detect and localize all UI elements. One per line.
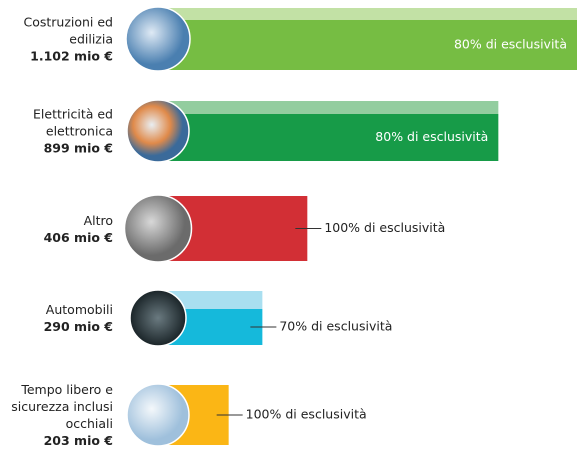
icon — [126, 99, 190, 163]
value-label: 899 mio € — [43, 140, 113, 156]
category-name: Automobili — [45, 302, 113, 317]
value-label: 406 mio € — [43, 229, 113, 245]
value-label: 203 mio € — [43, 433, 113, 448]
category-name: Tempo libero e sicurezza inclusi occhial… — [11, 382, 113, 431]
category-name: Elettricità ed elettronica — [33, 106, 113, 139]
category-name: Costruzioni ed edilizia — [23, 14, 113, 47]
category-label: Elettricità ed elettronica 899 mio € — [0, 106, 113, 157]
bar-highlight — [150, 8, 577, 20]
icon — [123, 194, 193, 263]
category-name: Altro — [83, 212, 113, 228]
icon — [126, 383, 190, 447]
annotation: 80% di esclusività — [454, 37, 567, 52]
annotation: 100% di esclusività — [246, 407, 367, 422]
bar — [150, 20, 577, 70]
bar — [150, 114, 499, 161]
category-label: Tempo libero e sicurezza inclusi occhial… — [0, 381, 113, 449]
value-label: 1.102 mio € — [30, 48, 113, 64]
category-label: Costruzioni ed edilizia 1.102 mio € — [0, 14, 113, 65]
annotation: 100% di esclusività — [324, 220, 445, 235]
annotation: 70% di esclusività — [279, 319, 392, 334]
value-label: 290 mio € — [43, 319, 113, 334]
icon — [125, 6, 191, 72]
category-label: Altro 406 mio € — [0, 212, 113, 246]
category-label: Automobili 290 mio € — [0, 301, 113, 335]
annotation: 80% di esclusività — [375, 129, 488, 144]
bar-highlight — [150, 101, 499, 114]
icon — [129, 289, 187, 347]
